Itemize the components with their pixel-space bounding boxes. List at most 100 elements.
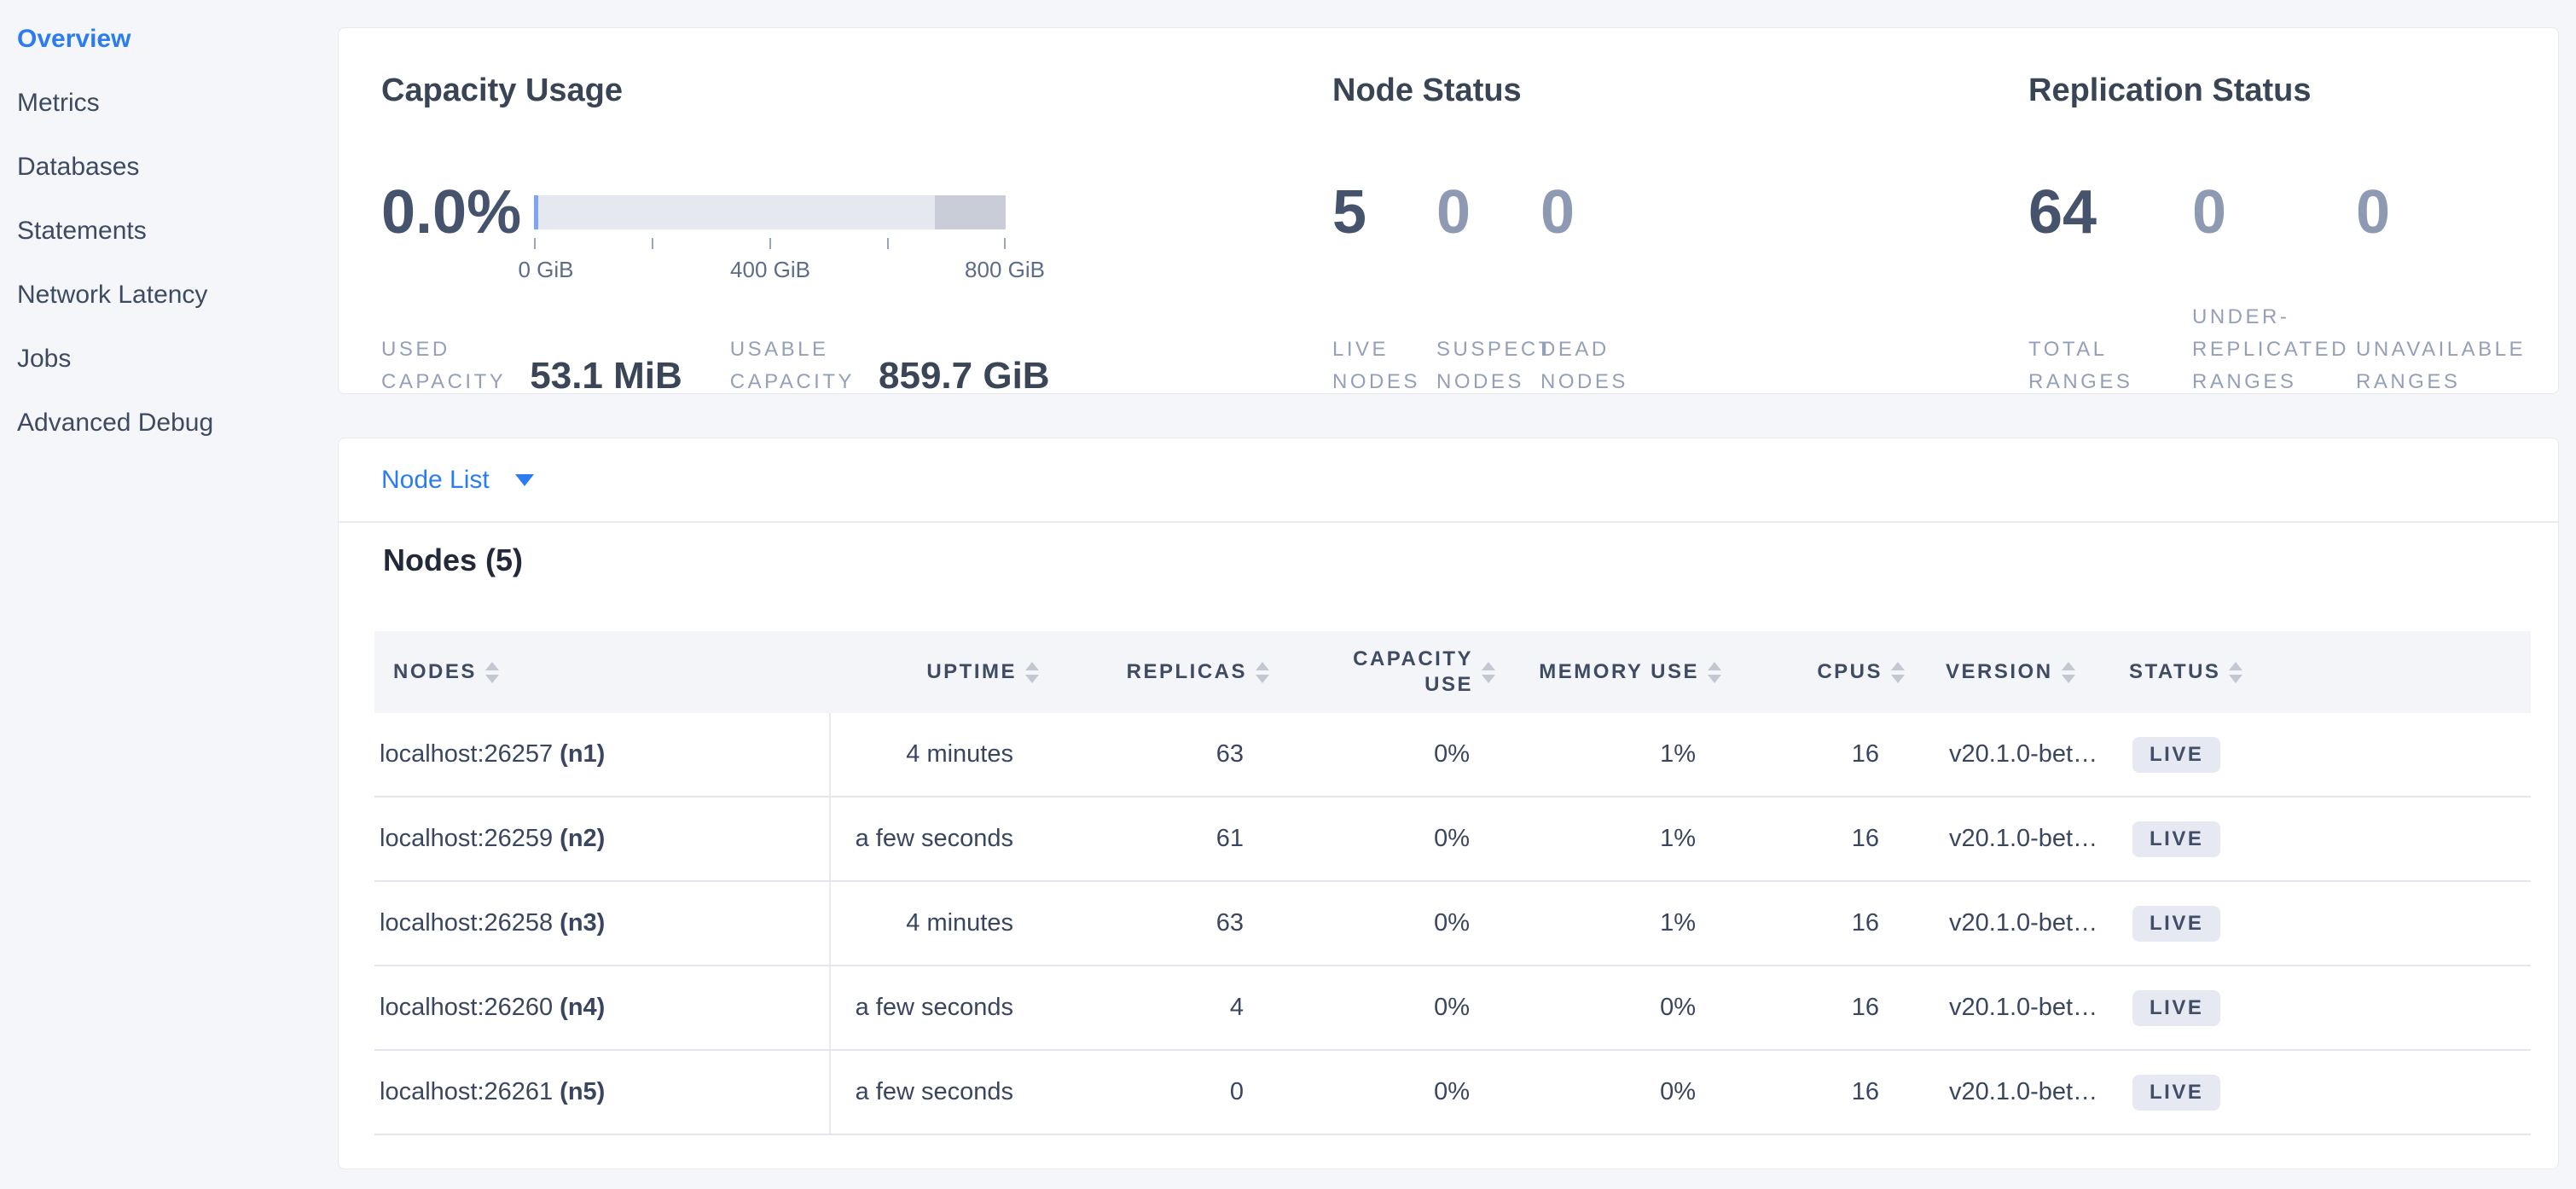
version-cell: v20.1.0-bet… <box>1949 994 2098 1021</box>
nodes-table-header: NODES UPTIME REPLICAS CAPACITY USE MEMOR… <box>374 631 2531 713</box>
capacity-gauge-bar <box>534 195 1006 229</box>
usable-capacity-label: USABLE CAPACITY <box>729 338 856 393</box>
column-header-version[interactable]: VERSION <box>1912 631 2112 713</box>
node-address-link[interactable]: localhost:26258 (n3) <box>374 882 831 965</box>
cpus-cell: 16 <box>1851 825 1879 852</box>
dead-nodes-label: DEAD NODES <box>1540 338 1628 393</box>
column-header-memory-use[interactable]: MEMORY USE <box>1502 631 1728 713</box>
capacity-use-cell: 0% <box>1434 740 1470 768</box>
column-header-capacity-use[interactable]: CAPACITY USE <box>1276 631 1502 713</box>
nodes-table-title: Nodes (5) <box>383 542 524 577</box>
memory-use-cell: 0% <box>1660 994 1696 1021</box>
table-row-node-3: localhost:26258 (n3) 4 minutes 63 0% 1% 1… <box>374 882 2531 966</box>
cpus-cell: 16 <box>1851 994 1879 1021</box>
replicas-cell: 63 <box>1215 740 1244 768</box>
uptime-cell: a few seconds <box>855 825 1013 852</box>
table-row-node-4: localhost:26260 (n4) a few seconds 4 0% 0… <box>374 966 2531 1051</box>
sidebar-item-overview[interactable]: Overview <box>17 25 131 53</box>
capacity-use-cell: 0% <box>1434 825 1470 852</box>
version-cell: v20.1.0-bet… <box>1949 825 2098 852</box>
sidebar-item-network-latency[interactable]: Network Latency <box>17 281 208 309</box>
replication-status-panel: Replication Status 64 0 0 TOTAL RANGES U… <box>2028 28 2540 393</box>
sidebar: Overview Metrics Databases Statements Ne… <box>0 0 338 1189</box>
column-header-cpus[interactable]: CPUS <box>1728 631 1912 713</box>
capacity-gauge-other-segment <box>935 195 1006 229</box>
capacity-use-cell: 0% <box>1434 909 1470 937</box>
capacity-use-cell: 0% <box>1434 994 1470 1021</box>
sidebar-item-statements[interactable]: Statements <box>17 217 147 245</box>
replicas-cell: 61 <box>1215 825 1244 852</box>
memory-use-cell: 1% <box>1660 825 1696 852</box>
column-header-uptime[interactable]: UPTIME <box>831 631 1046 713</box>
sort-icon <box>1025 661 1039 683</box>
status-cell: LIVE <box>2112 798 2531 880</box>
table-row-node-5: localhost:26261 (n5) a few seconds 0 0% 0… <box>374 1051 2531 1135</box>
gauge-tick <box>887 238 889 249</box>
sort-icon <box>2061 661 2075 683</box>
column-header-replicas[interactable]: REPLICAS <box>1046 631 1276 713</box>
capacity-gauge: 0 GiB 400 GiB 800 GiB <box>518 182 1045 282</box>
live-nodes-label: LIVE NODES <box>1332 338 1420 393</box>
uptime-cell: a few seconds <box>855 1078 1013 1105</box>
sidebar-item-jobs[interactable]: Jobs <box>17 345 72 373</box>
column-header-status[interactable]: STATUS <box>2112 631 2531 713</box>
gauge-tick-label: 0 GiB <box>518 257 574 282</box>
table-row-node-2: localhost:26259 (n2) a few seconds 61 0% … <box>374 798 2531 882</box>
under-replicated-ranges-count: 0 <box>2192 178 2227 246</box>
chevron-down-icon <box>514 473 534 486</box>
sidebar-item-advanced-debug[interactable]: Advanced Debug <box>17 409 214 437</box>
status-cell: LIVE <box>2112 966 2531 1049</box>
node-address-link[interactable]: localhost:26259 (n2) <box>374 798 831 880</box>
uptime-cell: 4 minutes <box>906 909 1013 937</box>
sort-icon <box>1256 661 1269 683</box>
sort-icon <box>1891 661 1905 683</box>
node-list-card: Node List Nodes (5) NODES UPTIME REPLICA… <box>338 438 2559 1169</box>
sidebar-item-metrics[interactable]: Metrics <box>17 89 100 117</box>
sort-icon <box>1708 661 1721 683</box>
sidebar-item-databases[interactable]: Databases <box>17 153 140 181</box>
replicas-cell: 0 <box>1229 1078 1244 1105</box>
node-list-view-selector[interactable]: Node List <box>339 438 2558 523</box>
status-badge: LIVE <box>2132 989 2221 1026</box>
uptime-cell: 4 minutes <box>906 740 1013 768</box>
capacity-percent-value: 0.0% <box>381 178 522 246</box>
memory-use-cell: 1% <box>1660 909 1696 937</box>
gauge-tick-label: 400 GiB <box>730 257 810 282</box>
total-ranges-count: 64 <box>2028 178 2097 246</box>
version-cell: v20.1.0-bet… <box>1949 909 2098 937</box>
status-badge: LIVE <box>2132 1074 2221 1111</box>
capacity-usage-title: Capacity Usage <box>381 72 624 108</box>
unavailable-ranges-label: UNAVAILABLE RANGES <box>2356 338 2527 393</box>
node-address-link[interactable]: localhost:26257 (n1) <box>374 713 831 796</box>
nodes-table: NODES UPTIME REPLICAS CAPACITY USE MEMOR… <box>374 631 2531 1135</box>
gauge-tick <box>769 238 771 249</box>
status-badge: LIVE <box>2132 821 2221 857</box>
live-nodes-count: 5 <box>1332 178 1367 246</box>
status-cell: LIVE <box>2112 882 2531 965</box>
node-list-selector-label: Node List <box>381 465 490 494</box>
memory-use-cell: 1% <box>1660 740 1696 768</box>
status-badge: LIVE <box>2132 736 2221 773</box>
cluster-summary-card: Capacity Usage 0.0% 0 GiB 400 GiB 800 Gi… <box>338 27 2559 395</box>
used-capacity-label: USED CAPACITY <box>381 338 507 393</box>
capacity-use-cell: 0% <box>1434 1078 1470 1105</box>
node-address-link[interactable]: localhost:26260 (n4) <box>374 966 831 1049</box>
gauge-tick <box>534 238 536 249</box>
gauge-tick <box>1004 238 1006 249</box>
node-address-link[interactable]: localhost:26261 (n5) <box>374 1051 831 1134</box>
cpus-cell: 16 <box>1851 1078 1879 1105</box>
capacity-gauge-used-segment <box>534 195 538 229</box>
suspect-nodes-count: 0 <box>1436 178 1471 246</box>
sort-icon <box>484 661 499 683</box>
gauge-tick <box>652 238 653 249</box>
replicas-cell: 63 <box>1215 909 1244 937</box>
status-cell: LIVE <box>2112 713 2531 796</box>
version-cell: v20.1.0-bet… <box>1949 740 2098 768</box>
column-header-nodes[interactable]: NODES <box>374 631 831 713</box>
unavailable-ranges-count: 0 <box>2356 178 2391 246</box>
cpus-cell: 16 <box>1851 740 1879 768</box>
under-replicated-ranges-label: UNDER- REPLICATED RANGES <box>2192 305 2349 393</box>
node-status-title: Node Status <box>1332 72 1522 108</box>
node-status-panel: Node Status 5 0 0 LIVE NODES SUSPECT NOD… <box>1332 28 1998 393</box>
